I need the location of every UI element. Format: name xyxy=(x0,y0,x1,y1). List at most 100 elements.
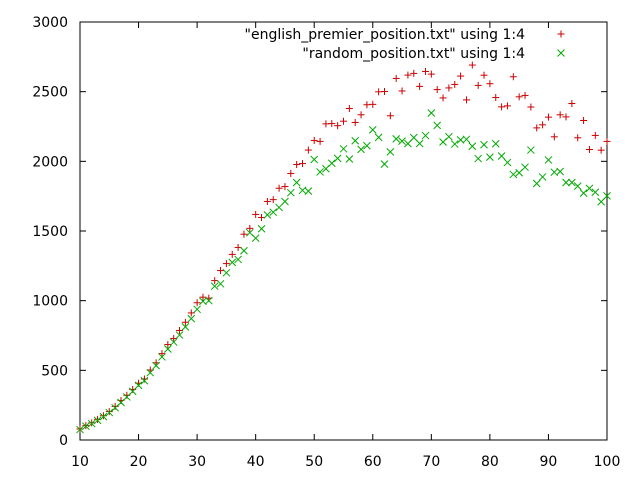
data-point xyxy=(363,141,371,150)
data-point xyxy=(327,159,336,168)
data-point xyxy=(591,188,600,197)
data-point xyxy=(521,91,529,99)
x-tick-label: 80 xyxy=(481,454,499,470)
y-tick-label: 2500 xyxy=(32,85,68,101)
data-point xyxy=(263,197,271,205)
data-point xyxy=(415,139,424,148)
data-point xyxy=(562,178,570,187)
data-point xyxy=(82,422,90,431)
legend-label-english-premier: "english_premier_position.txt" using 1:4 xyxy=(245,27,526,43)
data-point xyxy=(409,133,418,142)
data-point xyxy=(99,412,108,421)
data-point xyxy=(392,135,401,143)
y-tick-label: 500 xyxy=(41,363,68,379)
data-point xyxy=(76,425,84,434)
data-point xyxy=(491,139,500,148)
data-point xyxy=(222,260,230,268)
data-point xyxy=(193,305,201,314)
data-point xyxy=(568,100,576,108)
data-point xyxy=(579,189,588,197)
y-tick-label: 1000 xyxy=(32,294,68,310)
data-point xyxy=(503,158,512,167)
data-point xyxy=(498,103,506,111)
data-point xyxy=(105,408,114,417)
data-point xyxy=(386,112,394,120)
data-point xyxy=(532,179,541,188)
data-point xyxy=(158,353,166,361)
data-point xyxy=(217,267,225,275)
data-point xyxy=(169,338,178,346)
x-tick-label: 60 xyxy=(364,454,382,470)
data-point xyxy=(123,391,131,399)
data-point xyxy=(392,74,400,82)
x-tick-label: 90 xyxy=(540,454,558,470)
data-point xyxy=(445,132,453,141)
data-point xyxy=(574,134,582,142)
data-point xyxy=(486,80,494,88)
legend-marker-symbol xyxy=(557,30,565,38)
data-point xyxy=(597,146,605,154)
data-point xyxy=(439,94,447,102)
plot-frame xyxy=(79,21,608,441)
data-point xyxy=(269,196,277,204)
data-point xyxy=(538,173,547,181)
data-point xyxy=(292,178,301,187)
data-point xyxy=(544,113,552,121)
data-point xyxy=(474,81,482,89)
legend: "english_premier_position.txt" using 1:4… xyxy=(245,27,565,62)
y-tick-label: 1500 xyxy=(32,224,68,240)
data-point xyxy=(222,268,231,277)
data-point xyxy=(310,136,318,144)
data-point xyxy=(368,125,377,134)
data-point xyxy=(357,145,365,154)
data-point xyxy=(603,137,611,145)
data-point xyxy=(134,381,143,390)
data-point xyxy=(340,117,347,125)
data-points xyxy=(76,61,611,434)
data-point xyxy=(416,82,424,90)
data-point xyxy=(94,415,102,423)
data-point xyxy=(375,88,383,96)
data-point xyxy=(509,73,517,81)
data-point xyxy=(334,122,342,130)
data-point xyxy=(128,387,137,396)
data-point xyxy=(509,170,518,179)
data-point xyxy=(351,118,359,126)
data-point xyxy=(533,124,541,132)
data-point xyxy=(427,70,435,78)
data-point xyxy=(228,250,236,258)
data-point xyxy=(556,111,564,119)
data-point xyxy=(228,258,237,267)
data-point xyxy=(299,160,307,168)
data-point xyxy=(234,255,242,264)
data-point xyxy=(269,208,278,217)
data-point xyxy=(421,67,429,75)
data-point xyxy=(597,197,605,206)
data-point xyxy=(457,72,465,80)
data-point xyxy=(398,137,406,145)
data-point xyxy=(111,402,119,410)
data-point xyxy=(556,167,565,176)
x-tick-label: 20 xyxy=(130,454,148,470)
data-point xyxy=(328,120,336,128)
data-point xyxy=(293,161,301,169)
data-point xyxy=(316,168,324,176)
data-point xyxy=(398,87,406,95)
data-point xyxy=(515,93,523,101)
data-point xyxy=(527,103,535,111)
data-point xyxy=(404,139,412,148)
data-point xyxy=(539,121,547,129)
data-point xyxy=(550,133,558,141)
data-point xyxy=(433,121,442,130)
data-point xyxy=(404,71,412,79)
data-point xyxy=(275,203,283,212)
data-point xyxy=(527,146,535,154)
data-point xyxy=(187,314,196,323)
data-point xyxy=(480,71,488,79)
data-point xyxy=(322,120,330,128)
data-point xyxy=(573,182,582,190)
data-point xyxy=(380,160,389,168)
data-point xyxy=(568,178,576,187)
data-point xyxy=(199,293,207,301)
